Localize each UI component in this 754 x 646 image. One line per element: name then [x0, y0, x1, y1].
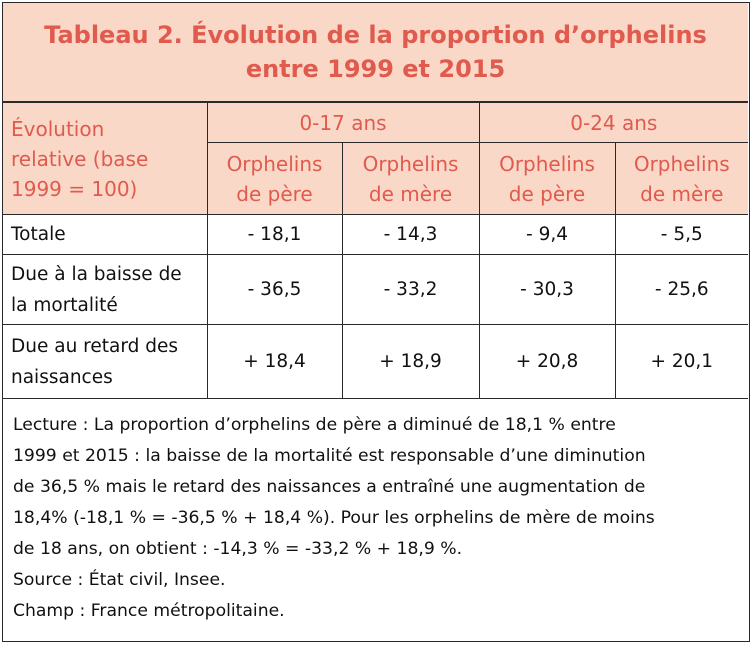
table-title: Tableau 2. Évolution de la proportion d’…: [3, 3, 748, 102]
corner-line-2: relative (base: [11, 146, 149, 171]
reading-note-line: Lecture : La proportion d’orphelins de p…: [13, 415, 616, 435]
row-label: Due au retard des naissances: [3, 324, 208, 399]
table-cell: + 18,4: [206, 324, 343, 399]
table-row: Totale - 18,1 - 14,3 - 9,4 - 5,5: [3, 214, 749, 255]
row-label: Totale: [3, 214, 208, 255]
title-line-1: Tableau 2. Évolution de la proportion d’…: [44, 21, 707, 49]
table-cell: - 14,3: [341, 214, 480, 255]
table-row: Due à la baisse de la mortalité - 36,5 -…: [3, 254, 749, 325]
table-cell: + 20,8: [478, 324, 616, 399]
table-row: Due au retard des naissances + 18,4 + 18…: [3, 324, 749, 399]
title-line-2: entre 1999 et 2015: [245, 55, 506, 83]
group-header-0-17: 0-17 ans: [206, 102, 480, 143]
scope-note: Champ : France métropolitaine.: [13, 601, 285, 621]
table-cell: - 36,5: [206, 254, 343, 325]
table-cell: - 30,3: [478, 254, 616, 325]
row-label: Due à la baisse de la mortalité: [3, 254, 208, 325]
source-note: Source : État civil, Insee.: [13, 570, 226, 590]
row-label-line: naissances: [11, 366, 113, 388]
reading-note-line: 1999 et 2015 : la baisse de la mortalité…: [13, 446, 646, 466]
corner-line-3: 1999 = 100): [11, 176, 138, 201]
reading-note-line: de 18 ans, on obtient : -14,3 % = -33,2 …: [13, 539, 463, 559]
group-header-0-24: 0-24 ans: [478, 102, 749, 143]
subheader-line: de père: [236, 181, 313, 206]
corner-line-1: Évolution: [11, 116, 105, 141]
subheader-line: Orphelins: [226, 151, 323, 176]
table-cell: - 33,2: [341, 254, 480, 325]
row-label-line: la mortalité: [11, 294, 118, 316]
table-cell: - 18,1: [206, 214, 343, 255]
table-cell: + 20,1: [614, 324, 749, 399]
subheader-line: Orphelins: [633, 151, 730, 176]
table-cell: - 25,6: [614, 254, 749, 325]
data-table: Évolution relative (base 1999 = 100) 0-1…: [3, 102, 749, 399]
row-label-line: Totale: [11, 224, 66, 245]
reading-note-line: de 36,5 % mais le retard des naissances …: [13, 477, 646, 497]
notes-section: Lecture : La proportion d’orphelins de p…: [3, 402, 748, 627]
row-label-line: Due à la baisse de: [11, 263, 182, 285]
header-corner: Évolution relative (base 1999 = 100): [3, 102, 208, 215]
subheader-line: de mère: [640, 181, 724, 206]
subheader-0-24-pere: Orphelins de père: [478, 142, 616, 215]
subheader-line: Orphelins: [499, 151, 595, 176]
subheader-line: Orphelins: [362, 151, 459, 176]
subheader-0-24-mere: Orphelins de mère: [614, 142, 749, 215]
subheader-line: de mère: [368, 181, 453, 206]
subheader-line: de père: [508, 181, 586, 206]
table-cell: - 9,4: [478, 214, 616, 255]
row-label-line: Due au retard des: [11, 335, 179, 357]
reading-note: Lecture : La proportion d’orphelins de p…: [13, 402, 738, 565]
subheader-0-17-pere: Orphelins de père: [207, 142, 343, 215]
table-cell: - 5,5: [614, 214, 749, 255]
reading-note-line: 18,4% (-18,1 % = -36,5 % + 18,4 %). Pour…: [13, 508, 655, 528]
subheader-0-17-mere: Orphelins de mère: [341, 142, 480, 215]
table-cell: + 18,9: [341, 324, 480, 399]
